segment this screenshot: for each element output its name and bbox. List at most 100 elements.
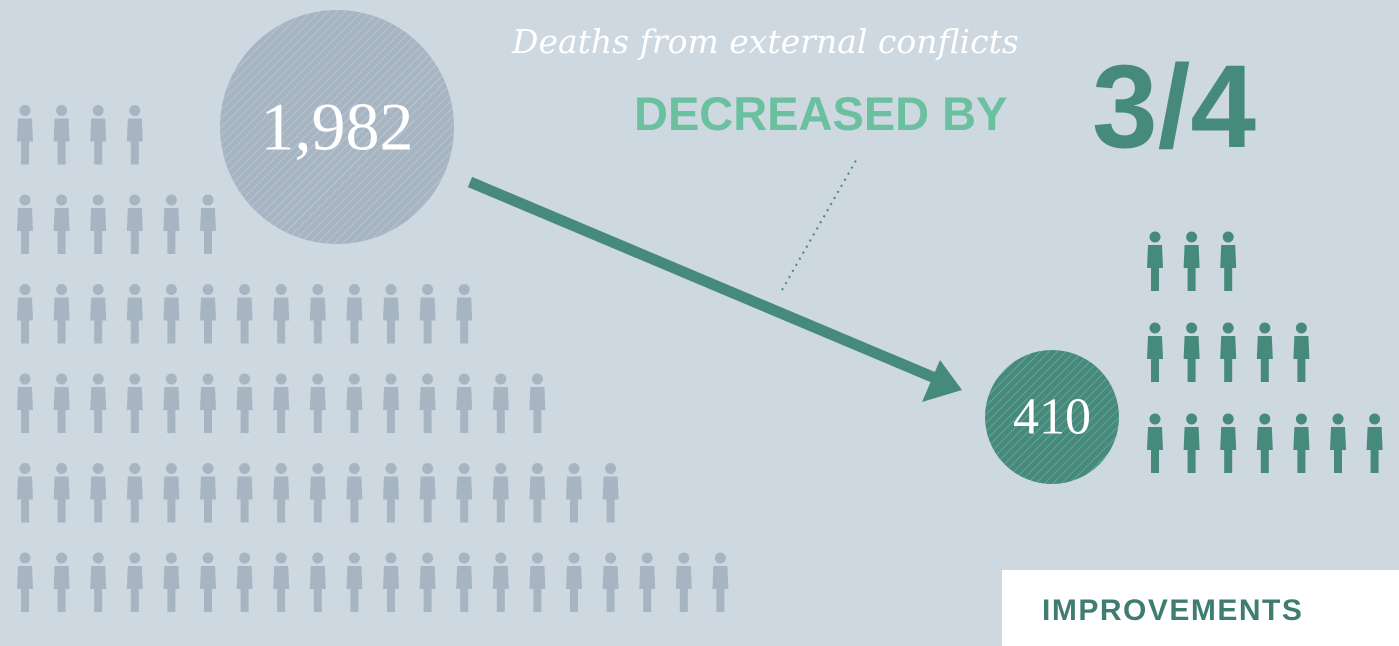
person-icon	[90, 552, 107, 612]
person-icon	[90, 373, 107, 433]
person-icon	[163, 194, 180, 254]
person-icon	[456, 463, 473, 523]
person-icon	[602, 552, 619, 612]
person-icon	[383, 284, 399, 344]
person-icon	[236, 552, 253, 612]
person-icon	[1293, 413, 1310, 473]
person-icon	[419, 463, 436, 523]
person-icon	[126, 552, 143, 612]
person-icon	[1147, 413, 1163, 473]
person-icon	[1183, 231, 1200, 291]
person-icon	[383, 463, 399, 523]
person-icon	[1293, 322, 1310, 382]
person-icon	[53, 463, 70, 523]
person-icon	[17, 105, 33, 165]
person-icon	[17, 194, 33, 254]
person-icon	[163, 552, 180, 612]
person-icon	[200, 194, 216, 254]
person-icon	[236, 463, 253, 523]
person-icon	[1147, 231, 1163, 291]
person-icon	[53, 373, 70, 433]
person-icon	[163, 463, 180, 523]
person-icon	[163, 284, 180, 344]
person-icon	[566, 552, 582, 612]
headline-lead: DECREASED BY	[634, 87, 1008, 140]
person-icon	[17, 284, 33, 344]
subtitle: Deaths from external conflicts	[512, 22, 1019, 61]
person-icon	[273, 552, 290, 612]
person-icon	[309, 463, 326, 523]
before-value: 1,982	[260, 88, 414, 165]
person-icon	[17, 373, 33, 433]
person-icon	[273, 373, 290, 433]
person-icon	[53, 105, 70, 165]
improvements-tab-label: IMPROVEMENTS	[1042, 594, 1304, 627]
person-icon	[1183, 413, 1200, 473]
person-icon	[1366, 413, 1383, 473]
person-icon	[200, 373, 216, 433]
person-icon	[492, 373, 509, 433]
person-icon	[602, 463, 619, 523]
person-icon	[17, 552, 33, 612]
person-icon	[346, 463, 363, 523]
person-icon	[90, 284, 107, 344]
person-icon	[492, 552, 509, 612]
person-icon	[53, 552, 70, 612]
person-icon	[675, 552, 692, 612]
person-icon	[566, 463, 582, 523]
person-icon	[126, 463, 143, 523]
person-icon	[419, 552, 436, 612]
person-icon	[529, 552, 546, 612]
person-icon	[200, 552, 216, 612]
person-icon	[1256, 322, 1273, 382]
person-icon	[236, 284, 253, 344]
person-icon	[17, 463, 33, 523]
before-circle	[220, 10, 454, 244]
person-icon	[1220, 413, 1237, 473]
after-value: 410	[1013, 388, 1091, 446]
connector-dotted-line	[781, 156, 859, 291]
person-icon	[419, 284, 436, 344]
person-icon	[200, 284, 216, 344]
headline-fraction: 3/4	[1092, 41, 1257, 173]
person-icon	[126, 284, 143, 344]
person-icon	[456, 552, 473, 612]
person-icon	[1147, 322, 1163, 382]
after-people-group	[1147, 231, 1383, 473]
person-icon	[1220, 231, 1237, 291]
person-icon	[1256, 413, 1273, 473]
person-icon	[53, 194, 70, 254]
person-icon	[1330, 413, 1346, 473]
person-icon	[419, 373, 436, 433]
person-icon	[639, 552, 656, 612]
person-icon	[383, 373, 399, 433]
person-icon	[90, 463, 107, 523]
person-icon	[309, 373, 326, 433]
improvements-tab[interactable]: IMPROVEMENTS	[1002, 570, 1399, 646]
person-icon	[90, 194, 107, 254]
person-icon	[53, 284, 70, 344]
person-icon	[346, 284, 363, 344]
person-icon	[163, 373, 180, 433]
person-icon	[346, 552, 363, 612]
person-icon	[456, 284, 473, 344]
person-icon	[126, 194, 143, 254]
person-icon	[346, 373, 363, 433]
arrow-icon	[467, 176, 962, 402]
person-icon	[273, 463, 290, 523]
person-icon	[529, 463, 546, 523]
person-icon	[273, 284, 290, 344]
after-circle	[985, 350, 1119, 484]
person-icon	[383, 552, 399, 612]
person-icon	[309, 552, 326, 612]
person-icon	[456, 373, 473, 433]
person-icon	[236, 373, 253, 433]
person-icon	[126, 105, 143, 165]
person-icon	[1183, 322, 1200, 382]
person-icon	[126, 373, 143, 433]
person-icon	[200, 463, 216, 523]
person-icon	[529, 373, 546, 433]
person-icon	[1220, 322, 1237, 382]
